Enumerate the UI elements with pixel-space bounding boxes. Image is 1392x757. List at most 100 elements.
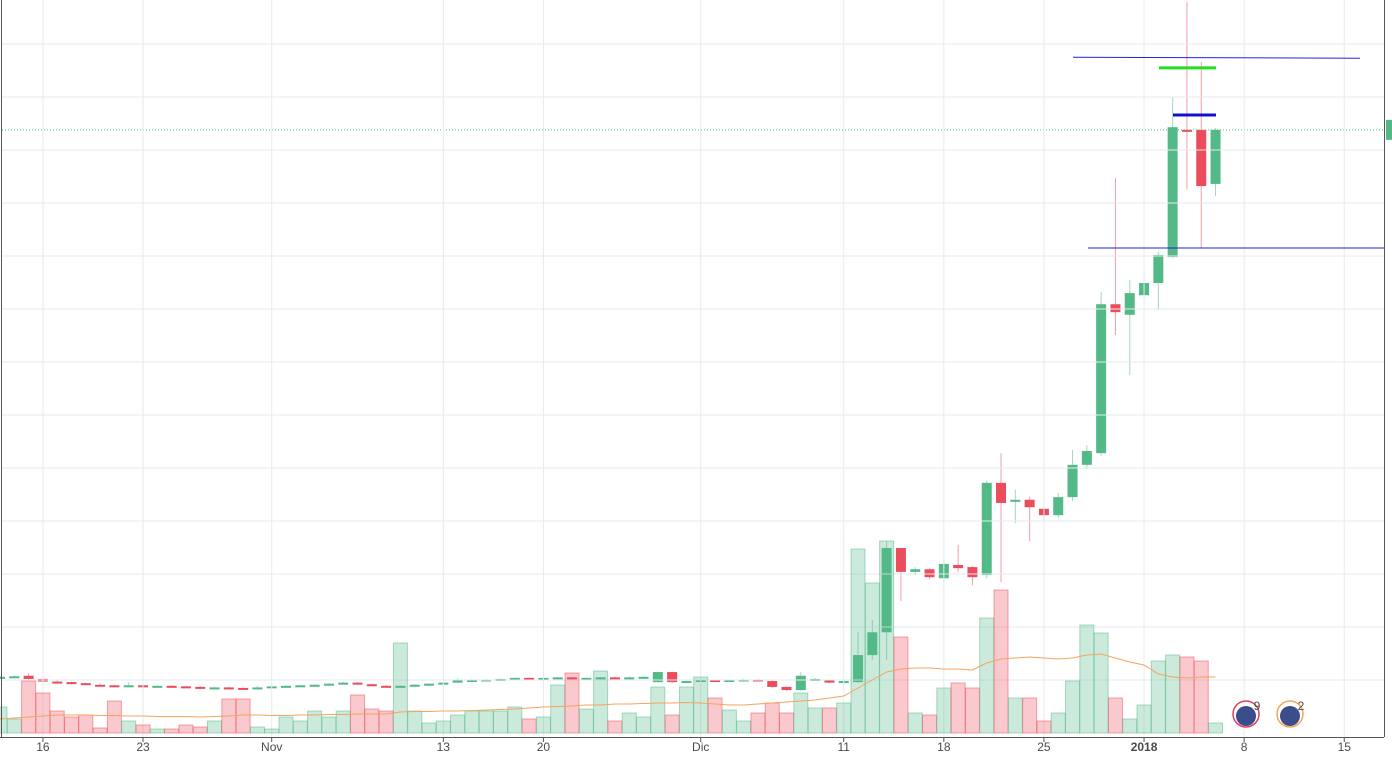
candle-body	[23, 675, 34, 679]
candle-body	[281, 685, 292, 688]
volume-bar	[493, 710, 509, 734]
candle-body	[1167, 127, 1178, 258]
volume-bar	[864, 582, 880, 734]
candle-body	[881, 548, 892, 633]
candle-body	[867, 632, 878, 656]
x-tick-label: Dic	[692, 740, 709, 754]
x-tick-label: 11	[837, 740, 850, 754]
volume-bar	[1065, 680, 1081, 734]
volume-bar	[435, 720, 451, 734]
volume-bar	[950, 682, 966, 734]
candle-body	[409, 684, 420, 687]
volume-bar	[392, 642, 408, 734]
candle-body	[1067, 464, 1078, 498]
volume-bar	[1150, 660, 1166, 734]
candle-body	[381, 685, 392, 688]
candle-body	[1210, 129, 1221, 184]
candle-body	[366, 684, 377, 687]
volume-bar	[207, 720, 223, 734]
candle-body	[180, 686, 191, 689]
layer	[2, 0, 1384, 737]
volume-bar	[1050, 712, 1066, 734]
candle-body	[252, 687, 263, 690]
candle-body	[395, 685, 406, 688]
volume-bar	[121, 720, 137, 734]
volume-bar	[49, 710, 65, 734]
event-ring	[1276, 700, 1304, 728]
candle-body	[567, 677, 578, 680]
volume-bar	[235, 698, 251, 734]
x-tick-label: 13	[437, 740, 451, 754]
x-tick-label: 20	[537, 740, 551, 754]
candle-body	[609, 677, 620, 680]
candle-body	[309, 684, 320, 687]
x-tick-label: 2018	[1131, 740, 1158, 754]
volume-bar	[1193, 660, 1209, 734]
volume-bar	[593, 670, 609, 734]
volume-bar	[850, 548, 866, 734]
candle-body	[953, 564, 964, 569]
volume-bar	[750, 712, 766, 734]
volume-bar	[78, 714, 94, 734]
candle-body	[724, 679, 735, 682]
volume-bar	[307, 710, 323, 734]
volume-bar	[1122, 718, 1138, 734]
candle-body	[996, 482, 1007, 503]
volume-bar	[1136, 704, 1152, 734]
volume-bar	[821, 707, 837, 734]
x-tick-label: 15	[1338, 740, 1352, 754]
volume-bar	[636, 716, 652, 734]
candle-body	[452, 679, 463, 683]
volume-bar	[1107, 697, 1123, 734]
candle-body	[109, 685, 120, 688]
x-tick-label: 16	[36, 740, 50, 754]
last-price-tag	[1386, 119, 1392, 140]
volume-bar	[578, 708, 594, 734]
volume-bar	[1179, 656, 1195, 734]
event-label: 2	[1298, 699, 1305, 713]
volume-bar	[979, 617, 995, 734]
volume-bar	[1007, 697, 1023, 734]
candle-body	[552, 677, 563, 680]
candle-body	[638, 676, 649, 679]
candle-body	[1081, 451, 1092, 465]
volume-bar	[21, 680, 37, 734]
volume-bar	[764, 702, 780, 734]
candle-body	[52, 681, 63, 684]
candle-body	[895, 548, 906, 572]
x-tick-label: 18	[937, 740, 951, 754]
volume-bar	[35, 692, 51, 734]
candle-body	[195, 686, 206, 689]
volume-bar	[650, 686, 666, 734]
volume-bar	[1165, 654, 1181, 734]
x-tick-label: 25	[1037, 740, 1051, 754]
volume-bar	[407, 710, 423, 734]
volume-bar	[521, 718, 537, 734]
candle-body	[824, 679, 835, 683]
candle-body	[509, 677, 520, 680]
candle-body	[1181, 129, 1192, 132]
volume-bar	[278, 716, 294, 734]
candle-body	[323, 683, 334, 686]
candle-body	[123, 685, 134, 688]
candle-body	[1196, 129, 1207, 187]
volume-bar	[693, 676, 709, 734]
volume-bar	[192, 726, 208, 734]
volume-bar	[450, 714, 466, 734]
volume-bar	[178, 724, 194, 734]
candle-body	[295, 685, 306, 688]
candle-body	[80, 683, 91, 686]
candle-body	[853, 655, 864, 683]
volume-bar	[664, 714, 680, 734]
candle-body	[1010, 499, 1021, 502]
volume-bar	[6, 718, 22, 734]
volume-bar	[893, 636, 909, 734]
candle-body	[1096, 304, 1107, 454]
volume-bar	[149, 728, 165, 734]
volume-bar	[621, 712, 637, 734]
candle-body	[352, 682, 363, 685]
candle-body	[795, 675, 806, 691]
candle-body	[338, 682, 349, 685]
layer	[0, 540, 1224, 734]
layer	[0, 2, 1384, 692]
